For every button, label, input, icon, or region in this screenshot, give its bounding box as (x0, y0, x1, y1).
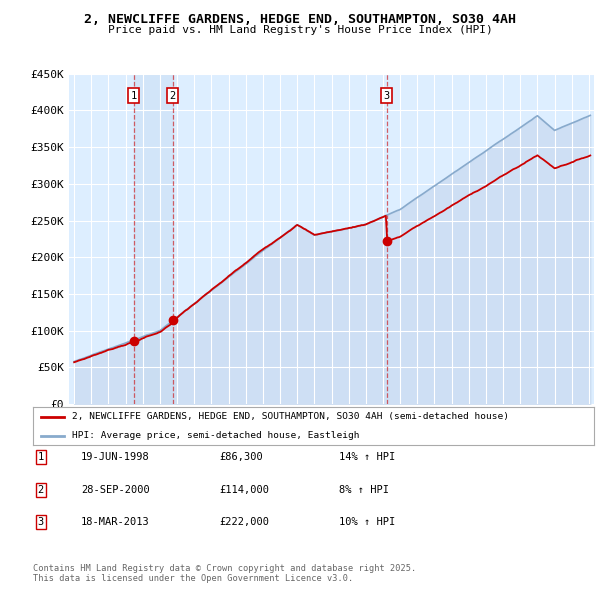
Text: 2: 2 (170, 91, 176, 101)
Text: 10% ↑ HPI: 10% ↑ HPI (339, 517, 395, 527)
Bar (134, 74, 173, 404)
Text: 19-JUN-1998: 19-JUN-1998 (81, 453, 150, 462)
Text: 2, NEWCLIFFE GARDENS, HEDGE END, SOUTHAMPTON, SO30 4AH (semi-detached house): 2, NEWCLIFFE GARDENS, HEDGE END, SOUTHAM… (72, 412, 509, 421)
Text: 1: 1 (38, 453, 44, 462)
Text: £222,000: £222,000 (219, 517, 269, 527)
Text: 3: 3 (38, 517, 44, 527)
Text: £114,000: £114,000 (219, 485, 269, 494)
Text: £86,300: £86,300 (219, 453, 263, 462)
Text: Contains HM Land Registry data © Crown copyright and database right 2025.
This d: Contains HM Land Registry data © Crown c… (33, 563, 416, 583)
Text: HPI: Average price, semi-detached house, Eastleigh: HPI: Average price, semi-detached house,… (72, 431, 360, 440)
Text: 14% ↑ HPI: 14% ↑ HPI (339, 453, 395, 462)
Text: Price paid vs. HM Land Registry's House Price Index (HPI): Price paid vs. HM Land Registry's House … (107, 25, 493, 35)
Text: 1: 1 (130, 91, 137, 101)
Text: 18-MAR-2013: 18-MAR-2013 (81, 517, 150, 527)
Text: 2: 2 (38, 485, 44, 494)
Text: 28-SEP-2000: 28-SEP-2000 (81, 485, 150, 494)
Text: 8% ↑ HPI: 8% ↑ HPI (339, 485, 389, 494)
Text: 3: 3 (383, 91, 389, 101)
Text: 2, NEWCLIFFE GARDENS, HEDGE END, SOUTHAMPTON, SO30 4AH: 2, NEWCLIFFE GARDENS, HEDGE END, SOUTHAM… (84, 13, 516, 26)
